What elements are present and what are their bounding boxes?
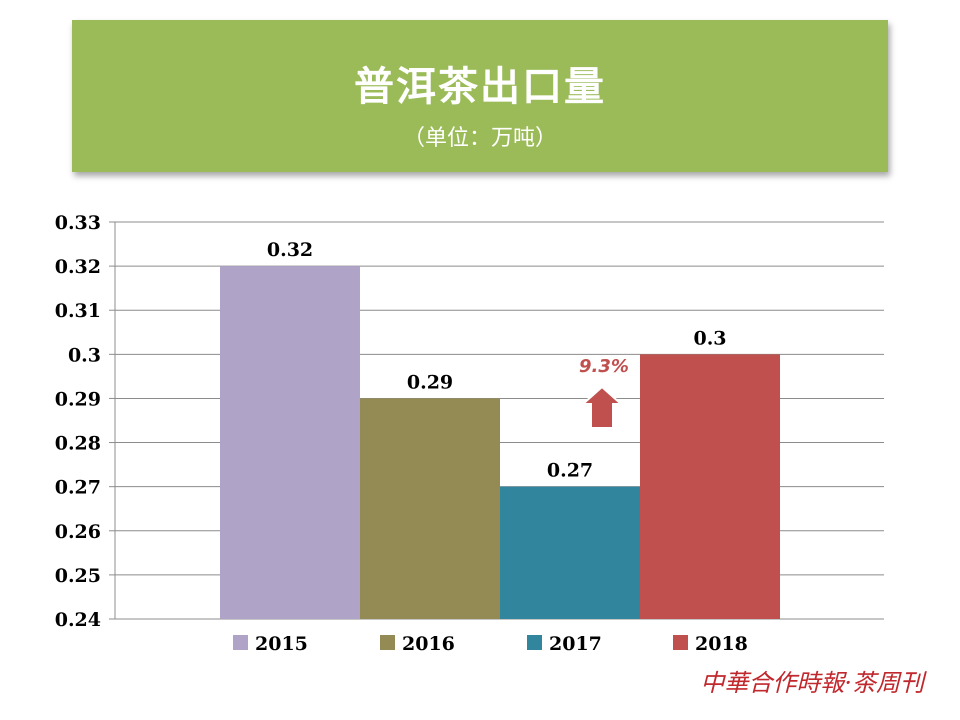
- data-label-2018: 0.3: [693, 327, 726, 349]
- bars: [220, 266, 780, 619]
- legend-label-2017: 2017: [549, 633, 602, 655]
- legend-swatch-2017: [527, 635, 542, 650]
- publisher-logo: 中華合作時報·茶周刊: [700, 669, 924, 697]
- legend-label-2018: 2018: [695, 633, 748, 655]
- data-label-2016: 0.29: [407, 371, 453, 393]
- legend: 2015 2016 2017 2018: [233, 633, 748, 655]
- y-tick-label: 0.28: [55, 433, 101, 455]
- chart-title: 普洱茶出口量: [354, 64, 606, 110]
- bar-2017: [500, 486, 640, 619]
- y-axis-ticks: 0.24 0.25 0.26 0.27 0.28 0.29 0.3 0.31 0.32 0.33: [55, 212, 101, 631]
- y-tick-label: 0.3: [68, 344, 101, 366]
- legend-swatch-2015: [233, 635, 248, 650]
- y-tick-label: 0.33: [55, 212, 101, 234]
- data-labels: 0.32 0.29 0.27 0.3: [267, 239, 727, 482]
- chart-subtitle: （单位：万吨）: [402, 126, 557, 151]
- data-label-2015: 0.32: [267, 239, 313, 261]
- bar-2018: [640, 354, 780, 619]
- y-tick-label: 0.31: [55, 300, 101, 322]
- y-tick-label: 0.24: [55, 609, 101, 631]
- legend-label-2015: 2015: [255, 633, 308, 655]
- y-tick-label: 0.26: [55, 521, 101, 543]
- y-tick-label: 0.27: [55, 477, 101, 499]
- bar-2015: [220, 266, 360, 619]
- y-tick-label: 0.25: [55, 565, 101, 587]
- legend-swatch-2018: [673, 635, 688, 650]
- growth-annotation: 9.3%: [579, 356, 629, 429]
- growth-percent-label: 9.3%: [579, 356, 629, 377]
- data-label-2017: 0.27: [547, 460, 593, 482]
- y-tick-label: 0.29: [55, 388, 101, 410]
- y-tick-label: 0.32: [55, 256, 101, 278]
- legend-label-2016: 2016: [402, 633, 455, 655]
- legend-swatch-2016: [380, 635, 395, 650]
- title-banner: 普洱茶出口量 （单位：万吨）: [72, 20, 888, 172]
- up-arrow-icon: [580, 385, 624, 429]
- bar-2016: [360, 398, 500, 619]
